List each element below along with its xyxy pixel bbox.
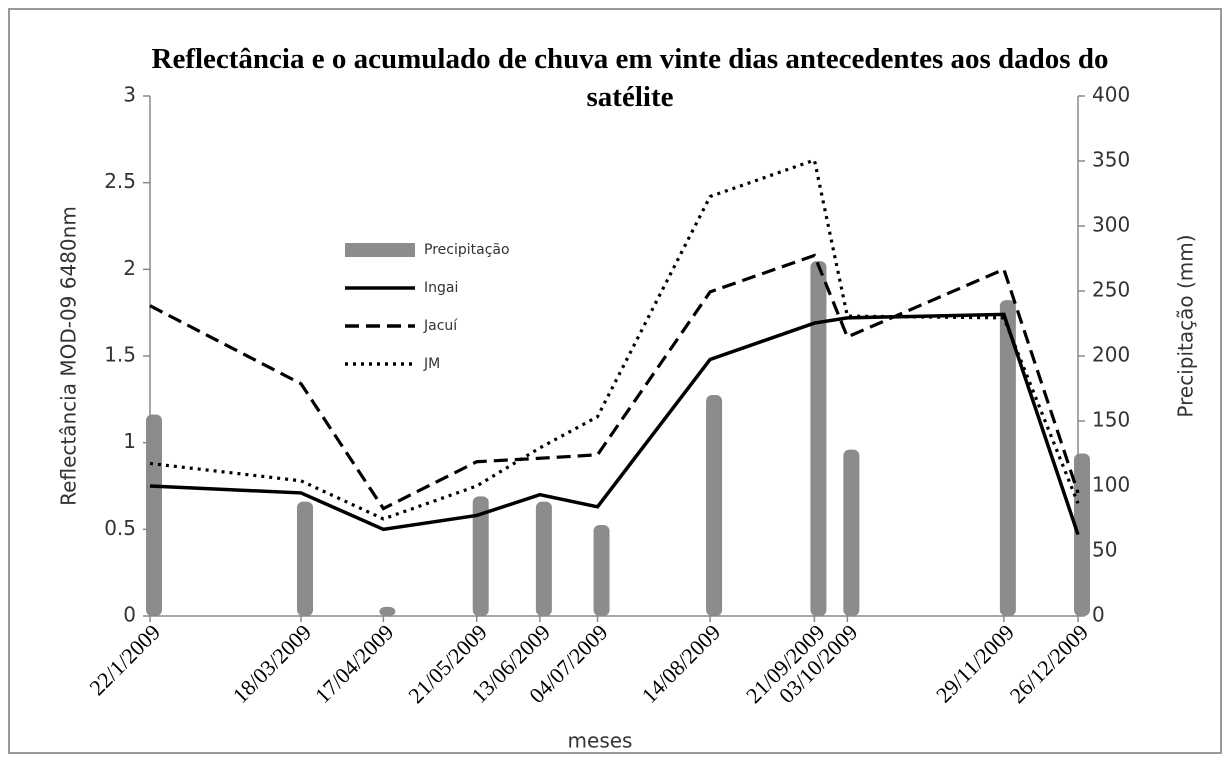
legend-label: JM [423, 356, 440, 372]
chart-frame [8, 8, 1222, 754]
bar [379, 606, 396, 616]
y2-tick-label: 100 [1092, 473, 1130, 497]
legend-label: Precipitação [424, 242, 510, 258]
bar [999, 300, 1016, 616]
legend-label: Jacuí [423, 318, 458, 334]
y2-tick-label: 350 [1092, 148, 1130, 172]
bar [472, 496, 489, 616]
bar [843, 449, 860, 616]
x-tick-label: 14/08/2009 [637, 619, 726, 708]
y2-tick-label: 0 [1092, 603, 1105, 627]
y-tick-label: 0 [123, 603, 136, 627]
bar [593, 525, 610, 616]
line [149, 312, 1080, 536]
y2-tick-label: 250 [1092, 278, 1130, 302]
y2-tick-label: 400 [1092, 83, 1130, 107]
bar [706, 395, 723, 616]
y2-tick-label: 50 [1092, 538, 1117, 562]
bar [810, 261, 827, 616]
bar [146, 414, 162, 616]
y2-axis-title: Precipitação (mm) [1174, 234, 1198, 417]
line [149, 158, 1080, 521]
x-tick-label: 17/04/2009 [310, 619, 399, 708]
legend: Precipitação Ingai Jacuí JM [345, 242, 510, 372]
x-tick-label: 26/12/2009 [1005, 619, 1094, 708]
x-tick-label: 29/11/2009 [931, 619, 1019, 707]
legend-swatch [345, 243, 415, 257]
y-tick-label: 2.5 [104, 169, 136, 193]
x-tick-label: 22/1/2009 [84, 619, 165, 700]
x-tick-label: 18/03/2009 [228, 619, 317, 708]
line [149, 253, 1080, 511]
y-tick-label: 3 [123, 83, 136, 107]
x-axis-title: meses [568, 729, 633, 753]
y-tick-label: 2 [123, 256, 136, 280]
y2-tick-label: 200 [1092, 343, 1130, 367]
legend-label: Ingai [424, 280, 458, 296]
y-tick-label: 1 [123, 429, 136, 453]
y-axis-title: Reflectância MOD-09 6480nm [57, 206, 81, 506]
chart-title: Reflectância e o acumulado de chuva em v… [151, 43, 1109, 113]
y-tick-label: 1.5 [104, 343, 136, 367]
bar [297, 501, 314, 616]
y-tick-label: 0.5 [104, 516, 136, 540]
bar [535, 501, 552, 616]
y2-tick-label: 150 [1092, 408, 1130, 432]
y2-tick-label: 300 [1092, 213, 1130, 237]
